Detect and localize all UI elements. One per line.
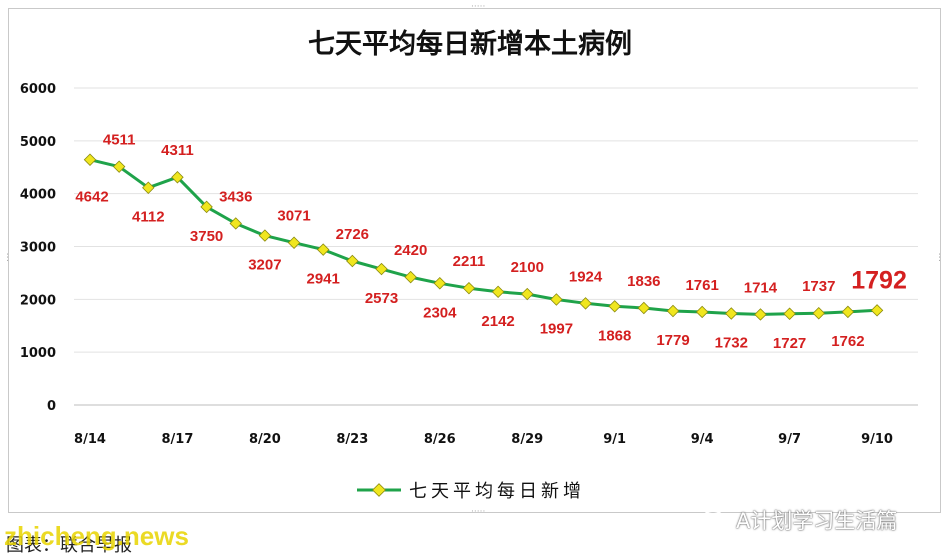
series-layer	[83, 153, 884, 321]
data-labels: 4642 4511 4112 4311 3750 3436 3207 3071 2941 2726…	[75, 132, 907, 352]
data-label-8-22: 2941	[307, 271, 340, 288]
data-label-9-10: 1792	[851, 266, 907, 294]
data-point-9-1	[608, 300, 621, 313]
y-tick-label-5000: 5000	[20, 135, 56, 150]
x-axis-ticks: 8/14 8/17 8/20 8/23 8/26 8/29 9/1 9/4 9/7 9/10	[74, 432, 893, 447]
legend-marker-swatch	[372, 483, 386, 497]
y-tick-label-1000: 1000	[20, 346, 56, 361]
x-tick-label-9-4: 9/4	[691, 432, 714, 447]
data-label-8-15: 4511	[103, 132, 136, 149]
data-point-8-30	[550, 293, 563, 306]
data-label-8-23: 2726	[336, 226, 369, 243]
data-point-8-27	[462, 281, 476, 295]
data-label-9-6: 1714	[744, 279, 778, 296]
data-point-9-5	[725, 307, 738, 320]
data-label-8-21: 3071	[277, 208, 310, 225]
x-tick-label-8-20: 8/20	[249, 432, 281, 447]
data-label-8-24: 2573	[365, 290, 398, 307]
data-point-9-3	[666, 304, 680, 318]
legend-label: 七天平均每日新增	[409, 481, 585, 502]
resize-handle-left[interactable]: ⋮	[3, 253, 12, 263]
legend[interactable]: 七天平均每日新增	[357, 481, 585, 502]
y-tick-label-0: 0	[47, 399, 56, 414]
data-point-8-18	[200, 200, 213, 214]
data-point-9-6	[754, 308, 767, 321]
x-tick-label-9-7: 9/7	[778, 432, 801, 447]
data-label-9-1: 1868	[598, 327, 631, 344]
data-label-8-27: 2211	[453, 253, 486, 270]
resize-handle-right[interactable]: ⋮	[935, 253, 944, 263]
data-label-8-25: 2420	[394, 242, 427, 259]
data-label-9-7: 1727	[773, 335, 806, 352]
data-point-8-20	[258, 229, 272, 242]
y-tick-label-2000: 2000	[20, 293, 56, 308]
data-label-9-3: 1779	[656, 332, 689, 349]
x-tick-label-8-14: 8/14	[74, 432, 106, 447]
data-point-8-21	[287, 236, 301, 249]
data-label-8-29: 2100	[511, 259, 544, 276]
data-point-8-26	[433, 277, 447, 290]
data-point-8-25	[404, 270, 417, 284]
data-label-8-18: 3750	[190, 228, 223, 245]
data-label-8-26: 2304	[423, 304, 457, 321]
data-label-8-19: 3436	[219, 188, 252, 205]
data-point-9-8	[812, 307, 825, 320]
data-label-9-8: 1737	[802, 278, 835, 295]
y-tick-label-6000: 6000	[20, 82, 56, 97]
watermark-zhicheng: zhicheng.news	[4, 521, 189, 551]
x-tick-label-8-23: 8/23	[336, 432, 368, 447]
x-tick-label-9-10: 9/10	[861, 432, 893, 447]
data-label-8-16: 4112	[132, 209, 165, 226]
x-tick-label-8-29: 8/29	[511, 432, 543, 447]
wechat-icon	[702, 510, 731, 530]
data-point-9-9	[841, 305, 855, 319]
data-label-8-30: 1997	[540, 320, 573, 337]
source-caption: 图表：联合早报	[6, 535, 132, 556]
gridlines	[74, 87, 918, 406]
data-point-8-28	[491, 285, 505, 299]
data-label-9-4: 1761	[685, 277, 718, 294]
data-label-8-31: 1924	[569, 268, 603, 285]
data-point-9-7	[783, 307, 796, 320]
data-label-8-28: 2142	[481, 313, 514, 330]
data-label-9-9: 1762	[831, 333, 864, 350]
chart-frame: ····· ⋮ ⋮ ·····	[3, 3, 944, 517]
data-label-9-5: 1732	[715, 334, 748, 351]
data-point-8-14	[83, 153, 97, 166]
data-label-8-20: 3207	[248, 257, 281, 274]
data-point-8-19	[229, 217, 242, 230]
x-tick-label-8-17: 8/17	[162, 432, 194, 447]
watermark-account: A计划学习生活篇	[702, 505, 897, 535]
x-tick-label-8-26: 8/26	[424, 432, 456, 447]
data-point-9-10	[870, 304, 884, 317]
resize-handle-bottom[interactable]: ·····	[471, 507, 486, 517]
data-point-9-2	[637, 301, 651, 315]
watermark-account-text: A计划学习生活篇	[736, 509, 898, 533]
resize-handle-top[interactable]: ·····	[471, 2, 486, 12]
data-point-8-24	[375, 262, 388, 276]
data-point-8-31	[579, 297, 592, 310]
y-tick-label-4000: 4000	[20, 188, 56, 203]
data-point-8-15	[112, 160, 126, 173]
data-label-8-17: 4311	[161, 142, 194, 159]
data-point-8-22	[316, 243, 330, 256]
chart-title: 七天平均每日新增本土病例	[308, 28, 632, 60]
data-point-8-23	[346, 254, 359, 268]
data-point-8-29	[521, 287, 534, 301]
y-tick-label-3000: 3000	[20, 241, 56, 256]
data-point-9-4	[695, 305, 709, 319]
x-tick-label-9-1: 9/1	[603, 432, 626, 447]
data-point-8-17	[171, 171, 184, 184]
data-label-9-2: 1836	[627, 273, 660, 290]
data-label-8-14: 4642	[75, 189, 108, 206]
y-axis-ticks: 0 1000 2000 3000 4000 5000 6000	[20, 82, 56, 414]
data-point-8-16	[142, 181, 155, 194]
series-line	[89, 158, 878, 316]
